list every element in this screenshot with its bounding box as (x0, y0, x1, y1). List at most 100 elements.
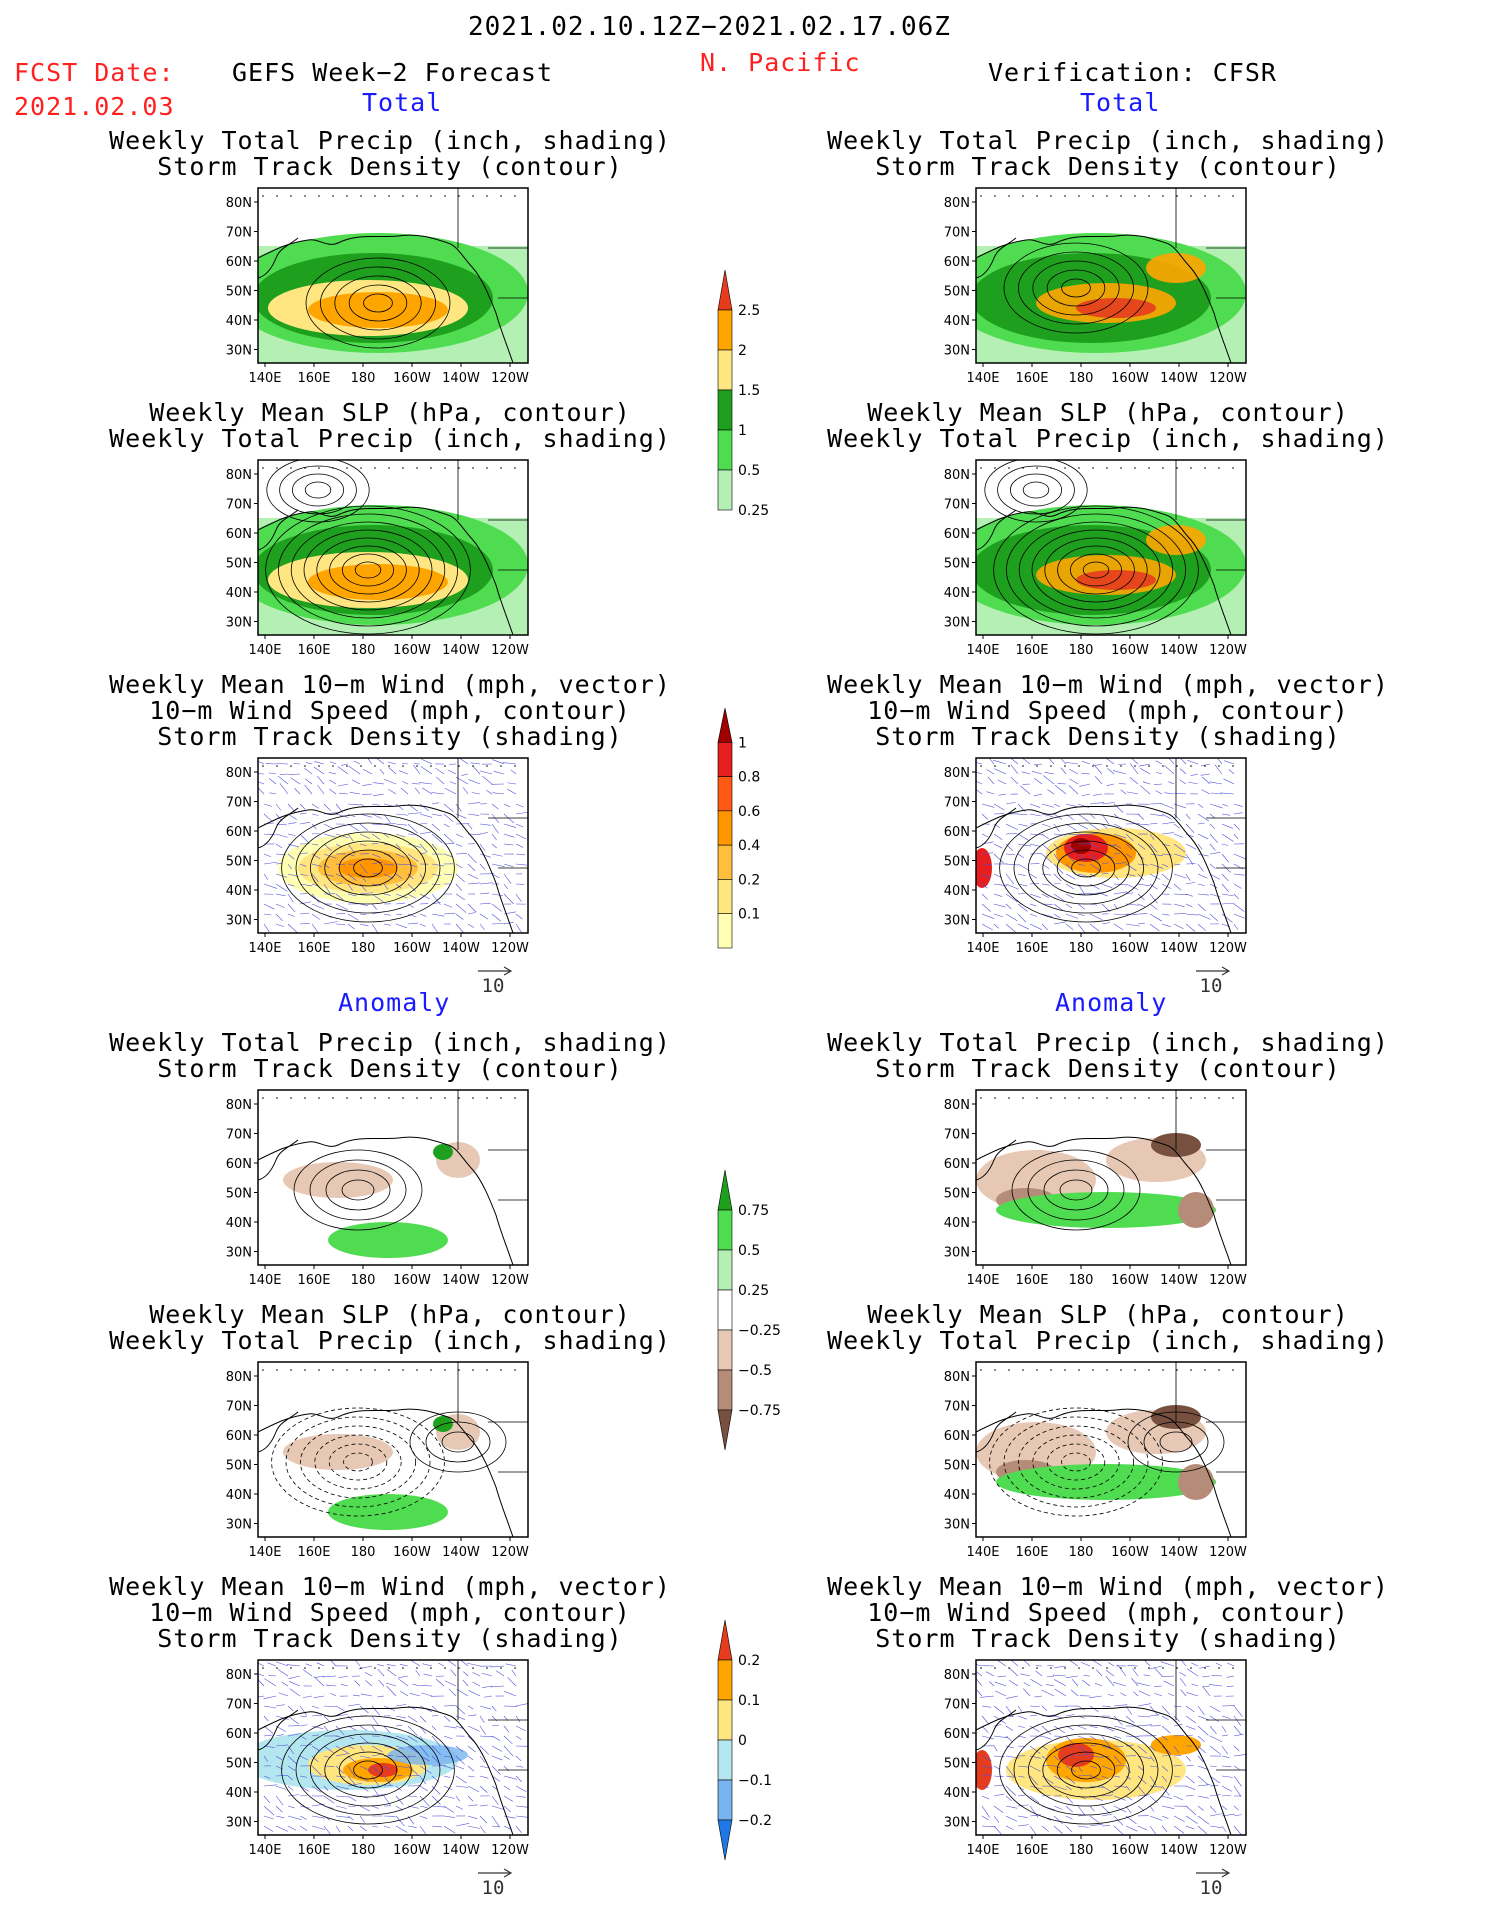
lon-tick-label: 120W (1209, 371, 1247, 386)
vector-reference-arrow (1196, 966, 1231, 976)
lon-tick-label: 120W (491, 941, 529, 956)
lat-tick-label: 40N (226, 1216, 252, 1231)
lon-tick-label: 160E (297, 643, 330, 658)
lon-tick-label: 140W (442, 1843, 480, 1858)
section-total-right: Total (1080, 88, 1161, 117)
lat-tick-label: 50N (944, 1459, 970, 1474)
map-panel-aslp-fcst: 80N 70N 60N 50N 40N 30N 140E 160E 180 160W 140W 120… (226, 1361, 529, 1560)
map-frame (257, 757, 529, 934)
lat-tick-label: 50N (226, 1459, 252, 1474)
lat-tick-label: 30N (226, 914, 252, 929)
lat-tick-label: 60N (944, 1727, 970, 1742)
lat-tick-label: 60N (944, 527, 970, 542)
coastline (258, 1136, 514, 1265)
coastline (258, 804, 514, 933)
lat-tick-label: 70N (944, 796, 970, 811)
panel-title-1-0: Weekly Mean SLP (hPa, contour) Weekly Tot… (90, 400, 690, 452)
panel-title-line: Weekly Total Precip (inch, shading) (827, 1326, 1389, 1355)
lat-tick-label: 70N (944, 498, 970, 513)
panel-title-line: Weekly Mean SLP (hPa, contour) (149, 398, 631, 427)
lat-tick-label: 30N (226, 1518, 252, 1533)
lon-tick-label: 120W (491, 1843, 529, 1858)
panel-title-2-1: Weekly Mean 10−m Wind (mph, vector) 10−m … (808, 672, 1408, 750)
lon-tick-label: 140E (966, 1545, 999, 1560)
lat-tick-label: 70N (226, 226, 252, 241)
panel-title-line: Storm Track Density (contour) (875, 1054, 1341, 1083)
section-anomaly-right: Anomaly (1055, 988, 1168, 1017)
lon-tick-label: 180 (1069, 1843, 1094, 1858)
coastline (258, 1706, 514, 1835)
date-range-title: 2021.02.10.12Z−2021.02.17.06Z (468, 12, 951, 42)
lon-tick-label: 120W (1209, 643, 1247, 658)
coastline (258, 1408, 514, 1537)
lat-tick-label: 80N (944, 766, 970, 781)
lon-tick-label: 180 (351, 1545, 376, 1560)
section-total-left: Total (362, 88, 443, 117)
panel-title-0-1: Weekly Total Precip (inch, shading) Storm… (808, 128, 1408, 180)
lon-tick-label: 160E (297, 1843, 330, 1858)
lon-tick-label: 120W (1209, 941, 1247, 956)
lat-tick-label: 40N (226, 884, 252, 899)
lat-tick-label: 80N (944, 1668, 970, 1683)
panel-title-0-0: Weekly Total Precip (inch, shading) Storm… (90, 128, 690, 180)
panel-title-line: Weekly Mean SLP (hPa, contour) (867, 398, 1349, 427)
map-frame (975, 187, 1247, 364)
section-anomaly-left: Anomaly (338, 988, 451, 1017)
lat-tick-label: 50N (226, 1187, 252, 1202)
lat-tick-label: 50N (944, 1757, 970, 1772)
vector-reference-value: 10 (1199, 975, 1223, 997)
lon-tick-label: 160E (297, 1545, 330, 1560)
lat-tick-label: 60N (944, 255, 970, 270)
lat-tick-label: 60N (944, 1157, 970, 1172)
lat-tick-label: 60N (944, 825, 970, 840)
colorbar-tick-label: 0.8 (738, 770, 760, 786)
lon-tick-label: 140E (248, 643, 281, 658)
lat-tick-label: 60N (226, 1429, 252, 1444)
panel-title-line: Weekly Total Precip (inch, shading) (827, 1028, 1389, 1057)
map-frame (257, 1659, 529, 1836)
map-frame (257, 1361, 529, 1538)
lat-tick-label: 80N (944, 1098, 970, 1113)
map-panel-precip-obs: 80N 70N 60N 50N 40N 30N 140E 160E 180 160W 140W 120… (944, 187, 1247, 386)
lon-tick-label: 140W (442, 371, 480, 386)
lon-tick-label: 160W (393, 1545, 431, 1560)
lat-tick-label: 80N (226, 196, 252, 211)
lat-tick-label: 40N (944, 586, 970, 601)
colorbar-tick-label: 0.2 (738, 1653, 760, 1669)
panel-title-3-1: Weekly Total Precip (inch, shading) Storm… (808, 1030, 1408, 1082)
lon-tick-label: 140E (248, 1843, 281, 1858)
lat-tick-label: 40N (944, 1786, 970, 1801)
lat-tick-label: 40N (226, 586, 252, 601)
panel-title-line: Weekly Total Precip (inch, shading) (109, 1326, 671, 1355)
verification-column-title: Verification: CFSR (988, 58, 1277, 87)
lon-tick-label: 160W (393, 1273, 431, 1288)
lon-tick-label: 120W (491, 371, 529, 386)
coastline (258, 234, 514, 363)
lon-tick-label: 140E (966, 371, 999, 386)
lat-tick-label: 50N (226, 557, 252, 572)
coastline (976, 506, 1232, 635)
lon-tick-label: 160E (1015, 643, 1048, 658)
vector-reference-value: 10 (481, 1877, 505, 1899)
lat-tick-label: 70N (944, 1400, 970, 1415)
lon-tick-label: 140E (966, 941, 999, 956)
lat-tick-label: 30N (226, 616, 252, 631)
lon-tick-label: 160E (1015, 941, 1048, 956)
lon-tick-label: 120W (1209, 1545, 1247, 1560)
colorbar-tick-label: −0.25 (738, 1323, 781, 1339)
lat-tick-label: 60N (226, 825, 252, 840)
panel-title-line: Weekly Total Precip (inch, shading) (109, 1028, 671, 1057)
lon-tick-label: 180 (1069, 1545, 1094, 1560)
colorbar-tick-label: −0.1 (738, 1773, 772, 1789)
lat-tick-label: 60N (226, 1727, 252, 1742)
panel-title-line: Storm Track Density (contour) (157, 1054, 623, 1083)
colorbar-tick-label: 0.75 (738, 1203, 769, 1219)
lon-tick-label: 160E (297, 1273, 330, 1288)
vector-reference-value: 10 (481, 975, 505, 997)
colorbar-tick-label: 0.1 (738, 1693, 760, 1709)
lat-tick-label: 50N (944, 1187, 970, 1202)
panel-title-line: Weekly Mean 10−m Wind (mph, vector) (827, 1572, 1389, 1601)
lat-tick-label: 70N (944, 1128, 970, 1143)
lat-tick-label: 80N (944, 1370, 970, 1385)
lat-tick-label: 30N (944, 1518, 970, 1533)
